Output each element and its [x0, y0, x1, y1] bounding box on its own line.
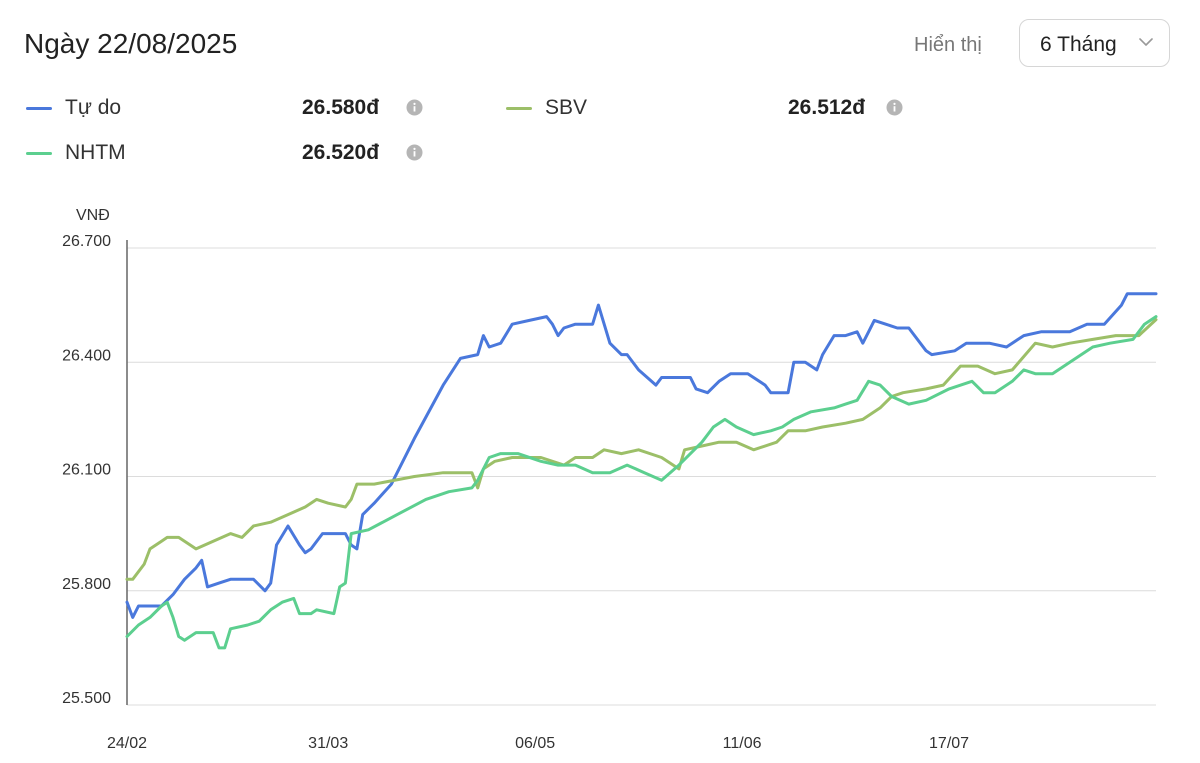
legend-name-nhtm: NHTM — [65, 141, 126, 164]
x-axis-ticks: 24/02 31/03 06/05 11/06 17/07 — [107, 735, 969, 752]
series-lines — [125, 292, 1158, 650]
x-tick-label: 11/06 — [723, 735, 762, 752]
series-line — [125, 318, 1158, 581]
legend-item-nhtm: NHTM 26.520đ — [26, 139, 446, 167]
y-tick-label: 26.700 — [62, 233, 111, 250]
x-tick-label: 31/03 — [308, 735, 348, 752]
x-tick-label: 06/05 — [515, 735, 555, 752]
legend-swatch-tu-do — [26, 107, 52, 110]
legend-value-tu-do: 26.580đ — [302, 96, 380, 119]
gridlines — [127, 247, 1156, 706]
period-select[interactable]: 6 Tháng — [1019, 19, 1170, 67]
y-tick-label: 26.400 — [62, 347, 111, 364]
legend-value-sbv: 26.512đ — [788, 96, 866, 119]
chevron-down-icon — [1139, 38, 1153, 46]
legend-name-sbv: SBV — [545, 96, 588, 119]
info-icon[interactable] — [406, 144, 423, 161]
y-axis-unit-label: VNĐ — [76, 207, 110, 224]
legend-item-sbv: SBV 26.512đ — [506, 94, 926, 122]
exchange-rate-chart: VNĐ 25.500 25.800 26.100 26.400 26.700 24/02… — [62, 207, 1158, 752]
x-tick-label: 17/07 — [929, 735, 969, 752]
legend-item-tu-do: Tự do 26.580đ — [26, 94, 446, 122]
series-line — [125, 315, 1158, 650]
y-tick-label: 25.800 — [62, 576, 111, 593]
y-tick-label: 25.500 — [62, 690, 111, 707]
page-title: Ngày 22/08/2025 — [24, 28, 238, 59]
legend-swatch-nhtm — [26, 152, 52, 155]
y-tick-label: 26.100 — [62, 462, 111, 479]
period-select-value: 6 Tháng — [1040, 33, 1117, 56]
legend-name-tu-do: Tự do — [65, 96, 122, 119]
y-axis-ticks: 25.500 25.800 26.100 26.400 26.700 — [62, 233, 111, 707]
legend-swatch-sbv — [506, 107, 532, 110]
info-icon[interactable] — [406, 99, 423, 116]
info-icon[interactable] — [886, 99, 903, 116]
display-label: Hiển thị — [914, 34, 982, 56]
legend-value-nhtm: 26.520đ — [302, 141, 380, 164]
x-tick-label: 24/02 — [107, 735, 147, 752]
series-line — [125, 292, 1158, 619]
